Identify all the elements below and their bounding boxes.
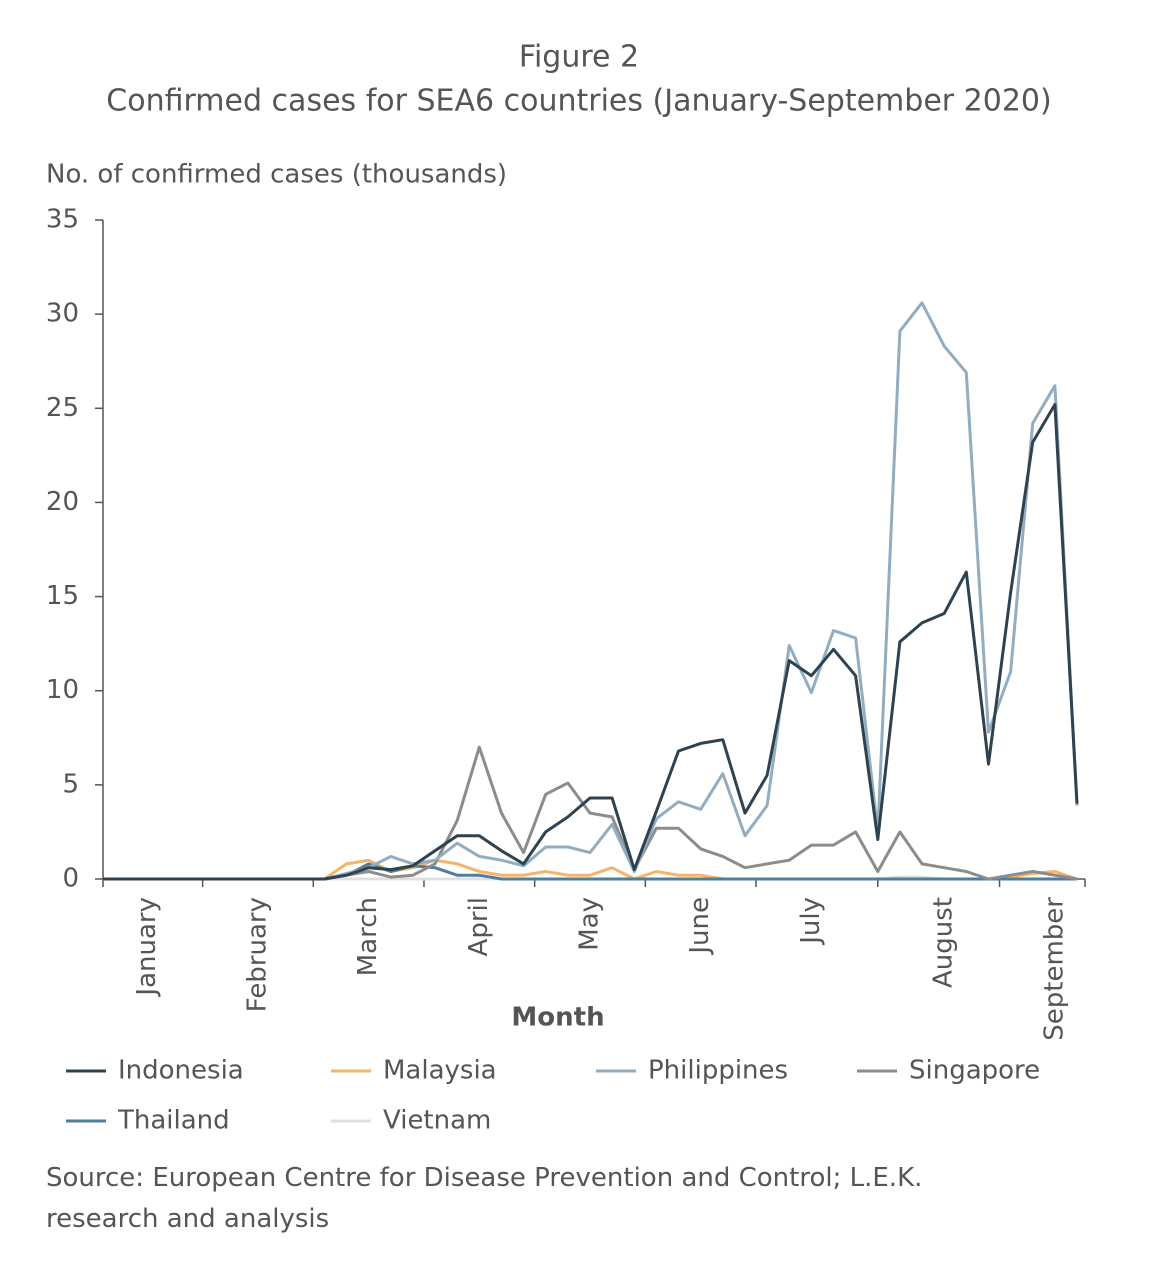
legend-label: Philippines xyxy=(648,1056,788,1086)
x-tick-label: August xyxy=(929,897,959,988)
x-tick-label: March xyxy=(353,897,383,976)
legend-label: Indonesia xyxy=(118,1056,244,1086)
series-line xyxy=(103,858,1078,881)
y-tick-label: 20 xyxy=(46,487,79,517)
chart-subtitle: Confirmed cases for SEA6 countries (Janu… xyxy=(106,84,1051,119)
x-tick-label: July xyxy=(796,897,826,946)
legend-label: Vietnam xyxy=(383,1106,491,1136)
chart: Figure 2 Confirmed cases for SEA6 countr… xyxy=(46,40,1086,1136)
x-tick-label: May xyxy=(575,897,605,951)
x-axis-label: Month xyxy=(511,1003,604,1033)
legend-label: Singapore xyxy=(909,1056,1040,1086)
y-axis-label: No. of confirmed cases (thousands) xyxy=(46,160,507,190)
x-tick-label: February xyxy=(242,897,272,1012)
chart-title: Figure 2 xyxy=(519,40,639,75)
series-line xyxy=(103,403,1079,881)
y-tick-label: 30 xyxy=(46,299,79,329)
x-tick-label: June xyxy=(685,897,715,956)
source-note: Source: European Centre for Disease Prev… xyxy=(46,1163,923,1234)
x-tick-label: April xyxy=(464,897,494,956)
x-tick-label: January xyxy=(132,897,162,998)
series-line xyxy=(103,745,1078,881)
legend-label: Malaysia xyxy=(383,1056,497,1086)
y-tick-label: 35 xyxy=(46,205,79,235)
y-tick-label: 15 xyxy=(46,581,79,611)
series-line xyxy=(103,301,1079,881)
legend-label: Thailand xyxy=(117,1106,230,1136)
y-tick-label: 10 xyxy=(46,675,79,705)
x-tick-label: September xyxy=(1039,897,1069,1041)
y-tick-label: 0 xyxy=(62,864,79,894)
y-tick-label: 5 xyxy=(62,769,79,799)
y-tick-label: 25 xyxy=(46,393,79,423)
